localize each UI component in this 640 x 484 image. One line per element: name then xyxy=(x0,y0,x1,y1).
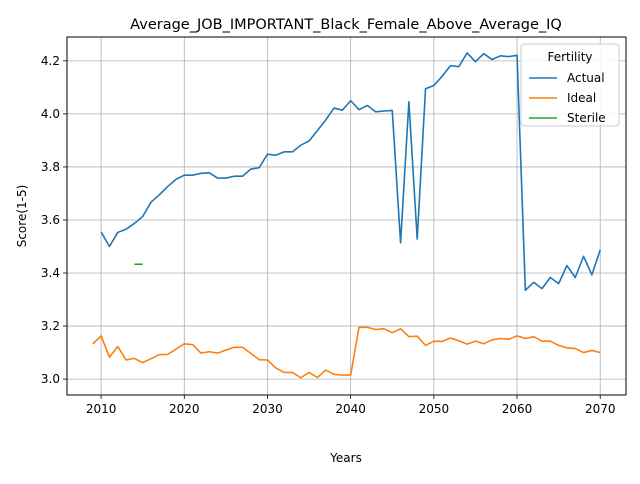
y-tick-label: 3.6 xyxy=(41,213,60,227)
legend-items: Actual Ideal Sterile xyxy=(529,71,606,125)
x-tick-label: 2020 xyxy=(169,402,200,416)
y-tick-label: 3.4 xyxy=(41,266,60,280)
series-lines xyxy=(92,52,601,379)
legend-title: Fertility xyxy=(547,50,592,64)
legend-label-actual: Actual xyxy=(567,71,605,85)
x-tick-label: 2060 xyxy=(502,402,533,416)
x-tick-label: 2050 xyxy=(419,402,450,416)
legend: Fertility Actual Ideal Sterile xyxy=(520,43,620,127)
x-axis-ticks: 2010 2020 2030 2040 2050 2060 2070 xyxy=(86,395,616,416)
series-line-actual xyxy=(100,52,601,292)
x-axis-label: Years xyxy=(329,451,362,465)
y-tick-label: 3.8 xyxy=(41,160,60,174)
legend-label-sterile: Sterile xyxy=(567,111,606,125)
y-axis-label: Score(1-5) xyxy=(15,185,29,248)
y-tick-label: 4.0 xyxy=(41,107,60,121)
y-axis-ticks: 3.0 3.2 3.4 3.6 3.8 4.0 4.2 xyxy=(41,54,67,386)
chart-title: Average_JOB_IMPORTANT_Black_Female_Above… xyxy=(130,17,562,33)
legend-label-ideal: Ideal xyxy=(567,91,596,105)
x-tick-label: 2030 xyxy=(252,402,283,416)
plot-area-frame xyxy=(66,36,627,396)
legend-box xyxy=(520,43,620,127)
y-tick-label: 3.2 xyxy=(41,319,60,333)
x-tick-label: 2040 xyxy=(335,402,366,416)
y-tick-label: 3.0 xyxy=(41,372,60,386)
series-line-ideal xyxy=(92,326,601,379)
x-tick-label: 2010 xyxy=(86,402,117,416)
y-tick-label: 4.2 xyxy=(41,54,60,68)
gridlines xyxy=(67,37,626,395)
x-tick-label: 2070 xyxy=(585,402,616,416)
